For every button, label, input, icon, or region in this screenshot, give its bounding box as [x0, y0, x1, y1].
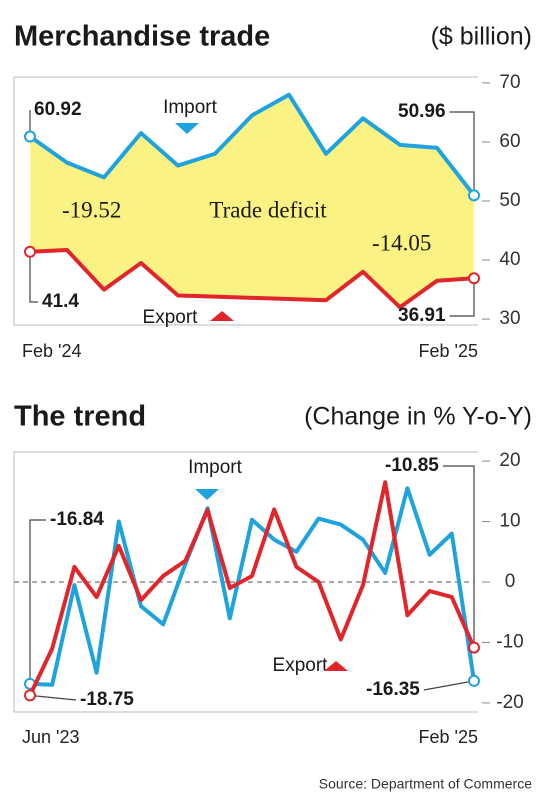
x-tick-label: Feb '25 [419, 341, 478, 361]
x-tick-label: Jun '23 [22, 727, 79, 747]
series-label: Export [143, 307, 199, 328]
y-tick-label: 50 [499, 190, 520, 211]
end-point [468, 641, 480, 654]
series-marker [175, 123, 199, 134]
end-point [24, 689, 36, 702]
end-point [24, 245, 36, 258]
y-tick-label: 40 [499, 249, 520, 270]
source: Source: Department of Commerce [319, 776, 532, 792]
end-point [468, 674, 480, 687]
series-line [28, 92, 476, 197]
series-label: Import [188, 457, 243, 478]
y-tick-label: 70 [499, 72, 520, 93]
series-line [29, 486, 476, 687]
leader-line [29, 251, 38, 303]
leader-line [449, 278, 475, 317]
y-tick-label: 60 [499, 131, 520, 152]
series-marker [210, 311, 234, 321]
chart-title: The trend [14, 401, 146, 433]
deficit-label: -19.52 [62, 197, 121, 222]
x-tick-label: Feb '24 [22, 341, 81, 361]
series-line [28, 480, 476, 697]
end-point [468, 272, 480, 285]
end-point [24, 130, 36, 143]
frame [13, 76, 478, 326]
y-tick-label: 20 [499, 450, 520, 471]
area-label: Trade deficit [209, 197, 327, 222]
chart-title: Merchandise trade [14, 21, 270, 53]
series-label: Import [163, 97, 218, 118]
data-label: -16.35 [366, 679, 420, 700]
deficit-area [30, 94, 474, 308]
leader-line [442, 465, 475, 648]
y-tick-label: 0 [505, 571, 516, 592]
data-label: -10.85 [385, 455, 439, 476]
chart-subtitle: ($ billion) [431, 23, 532, 51]
end-point [468, 189, 480, 202]
leader-line [29, 694, 77, 701]
series-label: Export [273, 655, 329, 676]
data-label: 41.4 [42, 291, 79, 312]
y-tick-label: 30 [499, 308, 520, 329]
series-line [29, 248, 475, 310]
data-label: -18.75 [80, 689, 134, 710]
y-tick-label: -10 [496, 631, 523, 652]
data-label: 60.92 [34, 99, 82, 120]
x-tick-label: Feb '25 [419, 727, 478, 747]
y-tick-label: -20 [496, 692, 523, 713]
y-tick-label: 10 [499, 511, 520, 532]
series-marker [324, 661, 348, 671]
data-label: 50.96 [398, 101, 446, 122]
leader-line [29, 519, 46, 684]
data-label: -16.84 [50, 509, 104, 530]
series-marker [195, 489, 219, 500]
chart-subtitle: (Change in % Y-o-Y) [304, 403, 532, 431]
leader-line [423, 680, 475, 691]
leader-line [449, 111, 475, 196]
deficit-label: -14.05 [372, 230, 431, 255]
data-label: 36.91 [398, 305, 446, 326]
